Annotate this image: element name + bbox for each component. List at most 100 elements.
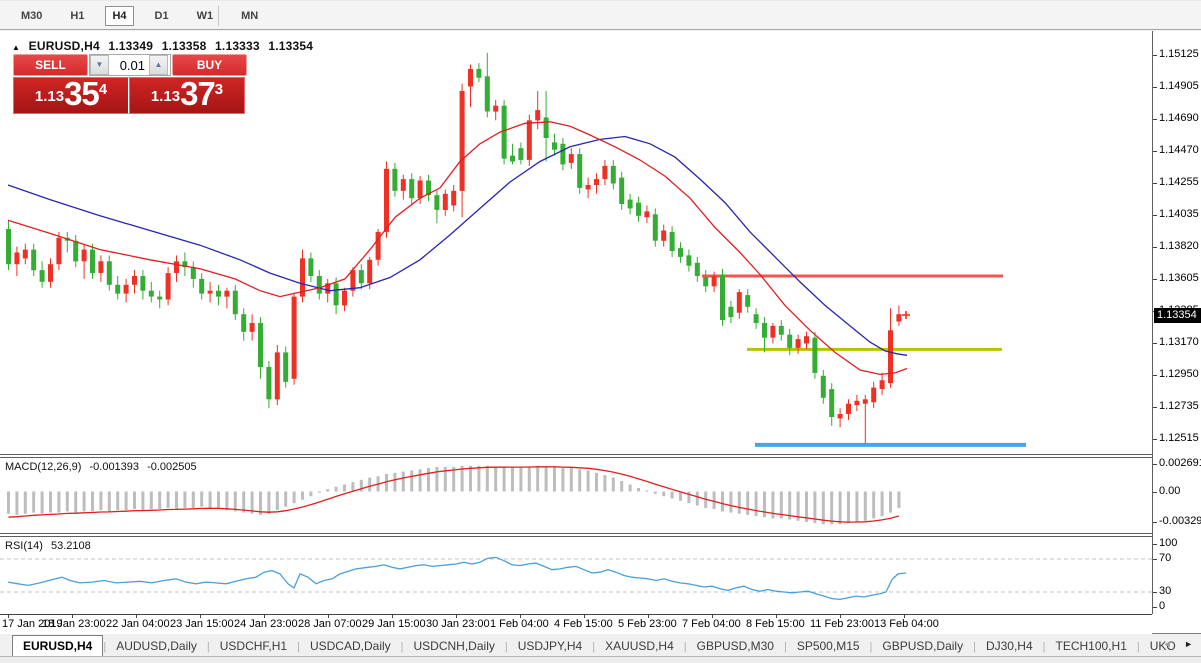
ohlc-high: 1.13358 bbox=[161, 39, 207, 53]
price-axis-tick bbox=[1153, 247, 1157, 248]
macd-signal-line bbox=[8, 466, 900, 523]
timeframe-button-w1[interactable]: W1 bbox=[196, 10, 214, 22]
symbol-tab-usdchf-h1[interactable]: USDCHF,H1 bbox=[219, 639, 288, 653]
price-axis-label: 1.12950 bbox=[1159, 368, 1199, 380]
macd-indicator-panel[interactable] bbox=[0, 458, 1152, 534]
tab-separator: | bbox=[1042, 641, 1046, 653]
ma-fast-line bbox=[7, 121, 908, 376]
rsi-label-row: RSI(14) 53.2108 bbox=[5, 540, 96, 552]
macd-value-main: -0.001393 bbox=[89, 461, 140, 473]
sell-price-tile[interactable]: 1.13 35 4 bbox=[13, 77, 129, 114]
date-axis-label: 29 Jan 15:00 bbox=[362, 618, 426, 630]
macd-histogram bbox=[7, 465, 901, 525]
symbol-tab-sp500-m15[interactable]: SP500,M15 bbox=[796, 639, 860, 653]
chart-window: ▲ EURUSD,H4 1.13349 1.13358 1.13333 1.13… bbox=[0, 31, 1201, 634]
price-axis-label: 1.14255 bbox=[1159, 176, 1199, 188]
timeframe-button-m30[interactable]: M30 bbox=[21, 10, 43, 22]
rsi-axis-label: 0 bbox=[1159, 600, 1166, 612]
price-axis-tick bbox=[1153, 439, 1157, 440]
price-axis-label: 1.14905 bbox=[1159, 80, 1199, 92]
symbol-tab-gbpusd-m30[interactable]: GBPUSD,M30 bbox=[696, 639, 774, 653]
date-axis-tick bbox=[648, 615, 649, 618]
rsi-label: RSI(14) bbox=[5, 540, 43, 552]
price-axis-tick bbox=[1153, 343, 1157, 344]
date-axis-label: 24 Jan 23:00 bbox=[234, 618, 298, 630]
rsi-axis-label: 30 bbox=[1159, 585, 1172, 597]
price-axis-label: 1.14470 bbox=[1159, 144, 1199, 156]
timeframe-button-mn[interactable]: MN bbox=[241, 10, 259, 22]
volume-input[interactable] bbox=[109, 55, 149, 75]
toolbar-separator bbox=[218, 6, 219, 26]
tab-separator: | bbox=[783, 641, 787, 653]
date-axis-label: 1 Feb 04:00 bbox=[490, 618, 549, 630]
macd-axis-label: 0.002691 bbox=[1159, 457, 1201, 469]
rsi-axis-label-tick bbox=[1153, 544, 1157, 545]
rsi-axis-label-tick bbox=[1153, 607, 1157, 608]
main-price-chart[interactable] bbox=[0, 33, 1152, 454]
price-axis-label: 1.13605 bbox=[1159, 272, 1199, 284]
date-axis-tick bbox=[776, 615, 777, 618]
buy-price-tile[interactable]: 1.13 37 3 bbox=[129, 77, 245, 114]
macd-value-signal: -0.002505 bbox=[147, 461, 197, 473]
date-axis-label: 18 Jan 23:00 bbox=[42, 618, 106, 630]
symbol-tab-audusd-daily[interactable]: AUDUSD,Daily bbox=[116, 639, 197, 653]
tab-separator: | bbox=[869, 641, 873, 653]
macd-axis-label-tick bbox=[1153, 492, 1157, 493]
date-axis-label: 13 Feb 04:00 bbox=[874, 618, 939, 630]
sell-button[interactable]: SELL bbox=[13, 54, 88, 76]
price-axis-tick bbox=[1153, 55, 1157, 56]
date-axis-tick bbox=[584, 615, 585, 618]
symbol-tab-gbpusd-daily[interactable]: GBPUSD,Daily bbox=[882, 639, 964, 653]
date-axis-label: 23 Jan 15:00 bbox=[170, 618, 234, 630]
volume-decrease-icon[interactable]: ▼ bbox=[90, 55, 109, 75]
tab-separator: | bbox=[206, 641, 210, 653]
tab-scroll-right-icon[interactable]: ► bbox=[1184, 639, 1193, 649]
rsi-axis-label: 70 bbox=[1159, 552, 1172, 564]
date-axis-label: 8 Feb 15:00 bbox=[746, 618, 805, 630]
date-axis-label: 5 Feb 23:00 bbox=[618, 618, 677, 630]
symbol-tab-xauusd-h4[interactable]: XAUUSD,H4 bbox=[605, 639, 674, 653]
symbol-tab-uko[interactable]: UKO bbox=[1149, 639, 1176, 653]
sell-price-big: 35 bbox=[64, 75, 100, 112]
tab-separator: | bbox=[973, 641, 976, 653]
collapse-panel-icon[interactable]: ▲ bbox=[12, 43, 21, 52]
volume-increase-icon[interactable]: ▲ bbox=[149, 55, 168, 75]
price-axis-label: 1.13820 bbox=[1159, 240, 1199, 252]
tab-scroll-left-icon[interactable]: ◄ bbox=[1162, 639, 1172, 649]
symbol-tabs: EURUSD,H4 | AUDUSD,Daily | USDCHF,H1 | USDCAD,… bbox=[0, 635, 1186, 656]
date-axis: 17 Jan 2019 18 Jan 23:00 22 Jan 04:00 23 Ja… bbox=[0, 614, 1152, 634]
price-axis-label: 1.14690 bbox=[1159, 112, 1199, 124]
rsi-axis-label-tick bbox=[1153, 592, 1157, 593]
current-candle-marker bbox=[902, 311, 910, 320]
buy-button[interactable]: BUY bbox=[172, 54, 247, 76]
macd-axis-label-tick bbox=[1153, 522, 1157, 523]
tab-separator: | bbox=[592, 641, 596, 653]
price-axis-label: 1.14035 bbox=[1159, 208, 1199, 220]
symbol-tab-tech100-h1[interactable]: TECH100,H1 bbox=[1055, 639, 1127, 653]
panel-splitter-rsi[interactable] bbox=[0, 533, 1152, 537]
timeframe-button-h4[interactable]: H4 bbox=[105, 6, 134, 26]
symbol-tab-usdcad-daily[interactable]: USDCAD,Daily bbox=[309, 639, 391, 653]
panel-splitter-macd[interactable] bbox=[0, 454, 1152, 458]
tab-separator: | bbox=[103, 641, 107, 653]
rsi-indicator-panel[interactable] bbox=[0, 537, 1152, 614]
ohlc-open: 1.13349 bbox=[108, 39, 154, 53]
symbol-tab-usdcnh-daily[interactable]: USDCNH,Daily bbox=[413, 639, 495, 653]
price-axis-tick bbox=[1153, 279, 1157, 280]
rsi-axis-label-tick bbox=[1153, 559, 1157, 560]
timeframe-button-d1[interactable]: D1 bbox=[154, 10, 169, 22]
symbol-tab-eurusd-h4[interactable]: EURUSD,H4 bbox=[12, 635, 104, 656]
date-axis-tick bbox=[136, 615, 137, 618]
price-axis-tick bbox=[1153, 119, 1157, 120]
date-axis-label: 28 Jan 07:00 bbox=[298, 618, 362, 630]
date-axis-label: 22 Jan 04:00 bbox=[106, 618, 170, 630]
tab-separator: | bbox=[504, 641, 508, 653]
date-axis-label: 11 Feb 23:00 bbox=[810, 618, 875, 630]
timeframe-button-h1[interactable]: H1 bbox=[70, 10, 85, 22]
symbol-tab-dj30-h4[interactable]: DJ30,H4 bbox=[985, 639, 1033, 653]
symbol-tab-usdjpy-h4[interactable]: USDJPY,H4 bbox=[517, 639, 583, 653]
sell-price-prefix: 1.13 bbox=[34, 88, 65, 105]
date-axis-tick bbox=[840, 615, 841, 618]
tab-separator: | bbox=[1136, 641, 1140, 653]
date-axis-tick bbox=[520, 615, 521, 618]
